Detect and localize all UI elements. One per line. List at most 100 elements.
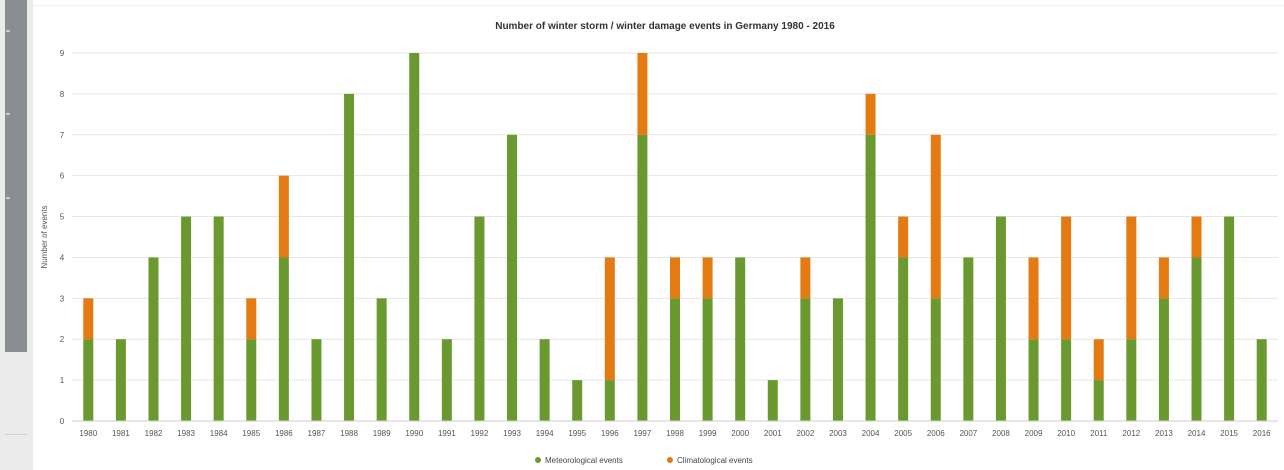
bar-meteorological	[702, 298, 713, 421]
bar-meteorological	[1028, 339, 1039, 421]
bar-climatological	[930, 134, 941, 299]
x-tick-label: 2013	[1155, 429, 1173, 438]
y-tick-label: 6	[60, 172, 65, 181]
bar-meteorological	[246, 339, 257, 421]
bar-meteorological	[441, 339, 452, 421]
bar-climatological	[1093, 339, 1104, 381]
x-tick-label: 2009	[1025, 429, 1043, 438]
x-tick-label: 1980	[79, 429, 97, 438]
x-tick-label: 1983	[177, 429, 195, 438]
y-tick-label: 4	[60, 253, 65, 262]
x-tick-label: 2003	[829, 429, 847, 438]
bar-climatological	[670, 257, 680, 299]
x-tick-label: 1991	[438, 429, 456, 438]
x-tick-label: 1992	[471, 429, 489, 438]
bar-climatological	[1028, 257, 1039, 340]
x-tick-label: 2007	[959, 429, 977, 438]
bar-climatological	[278, 175, 289, 258]
bar-meteorological	[832, 298, 843, 421]
side-panel-scrollbar[interactable]	[5, 0, 27, 352]
legend: Meteorological events Climatological even…	[535, 456, 753, 465]
y-axis-ticks: 0 1 2 3 4 5 6 7 8 9	[60, 49, 65, 426]
x-tick-label: 2000	[731, 429, 749, 438]
x-tick-label: 2005	[894, 429, 912, 438]
bar-meteorological	[344, 93, 355, 421]
x-tick-label: 2010	[1057, 429, 1075, 438]
x-tick-label: 1985	[242, 429, 260, 438]
x-tick-label: 1999	[699, 429, 717, 438]
bar-meteorological	[539, 339, 550, 421]
bar-climatological	[898, 216, 909, 258]
x-tick-label: 1989	[373, 429, 391, 438]
x-tick-label: 1998	[666, 429, 684, 438]
bar-meteorological	[507, 134, 518, 421]
bar-meteorological	[735, 257, 746, 421]
legend-marker-meteorological	[535, 457, 541, 463]
x-tick-label: 2015	[1220, 429, 1238, 438]
bar-climatological	[800, 257, 811, 299]
bar-meteorological	[995, 216, 1006, 421]
bar-meteorological	[1256, 339, 1267, 421]
bar-climatological	[1126, 216, 1137, 340]
y-tick-label: 3	[60, 294, 65, 303]
y-tick-label: 7	[60, 131, 65, 140]
bar-climatological	[1061, 216, 1072, 340]
bar-meteorological	[1191, 257, 1202, 421]
x-tick-label: 2011	[1090, 429, 1108, 438]
y-tick-label: 5	[60, 213, 65, 222]
bar-meteorological	[670, 298, 680, 421]
bar-meteorological	[1061, 339, 1072, 421]
x-tick-label: 1984	[210, 429, 228, 438]
bars	[83, 53, 1267, 421]
side-panel-divider	[5, 434, 27, 435]
bar-meteorological	[376, 298, 387, 421]
y-tick-label: 0	[60, 417, 65, 426]
y-tick-label: 1	[60, 376, 65, 385]
bar-meteorological	[311, 339, 322, 421]
x-tick-label: 2002	[796, 429, 814, 438]
side-panel-marker	[6, 30, 10, 32]
x-tick-label: 1988	[340, 429, 358, 438]
bar-meteorological	[181, 216, 192, 421]
x-tick-label: 2014	[1188, 429, 1206, 438]
x-tick-label: 1990	[405, 429, 423, 438]
x-tick-label: 2004	[862, 429, 880, 438]
bar-climatological	[702, 257, 713, 299]
bar-meteorological	[83, 339, 94, 421]
x-tick-label: 1986	[275, 429, 293, 438]
legend-label-climatological: Climatological events	[677, 456, 753, 465]
bar-meteorological	[930, 298, 941, 421]
bar-meteorological	[604, 380, 615, 421]
x-tick-label: 2001	[764, 429, 782, 438]
side-panel-marker	[6, 113, 10, 115]
bar-meteorological	[115, 339, 126, 421]
chart-title: Number of winter storm / winter damage e…	[495, 21, 835, 32]
x-tick-label: 2012	[1122, 429, 1140, 438]
bar-meteorological	[1224, 216, 1235, 421]
y-tick-label: 8	[60, 90, 65, 99]
x-tick-label: 1997	[634, 429, 652, 438]
bar-meteorological	[800, 298, 811, 421]
x-tick-label: 1994	[536, 429, 554, 438]
bar-meteorological	[637, 134, 648, 421]
bar-meteorological	[1126, 339, 1137, 421]
bar-meteorological	[865, 134, 876, 421]
legend-label-meteorological: Meteorological events	[545, 456, 623, 465]
bar-climatological	[1191, 216, 1202, 258]
bar-climatological	[865, 93, 876, 135]
x-tick-label: 1993	[503, 429, 521, 438]
bar-meteorological	[1158, 298, 1169, 421]
left-side-panel	[0, 0, 33, 470]
bar-meteorological	[474, 216, 485, 421]
bar-climatological	[83, 298, 94, 340]
bar-meteorological	[1093, 380, 1104, 421]
x-tick-label: 1987	[308, 429, 326, 438]
bar-meteorological	[963, 257, 974, 421]
x-tick-label: 2016	[1253, 429, 1271, 438]
bar-meteorological	[767, 380, 778, 421]
bar-meteorological	[898, 257, 909, 421]
y-tick-label: 2	[60, 335, 65, 344]
x-tick-label: 1995	[568, 429, 586, 438]
bar-meteorological	[409, 53, 420, 421]
x-tick-label: 2006	[927, 429, 945, 438]
